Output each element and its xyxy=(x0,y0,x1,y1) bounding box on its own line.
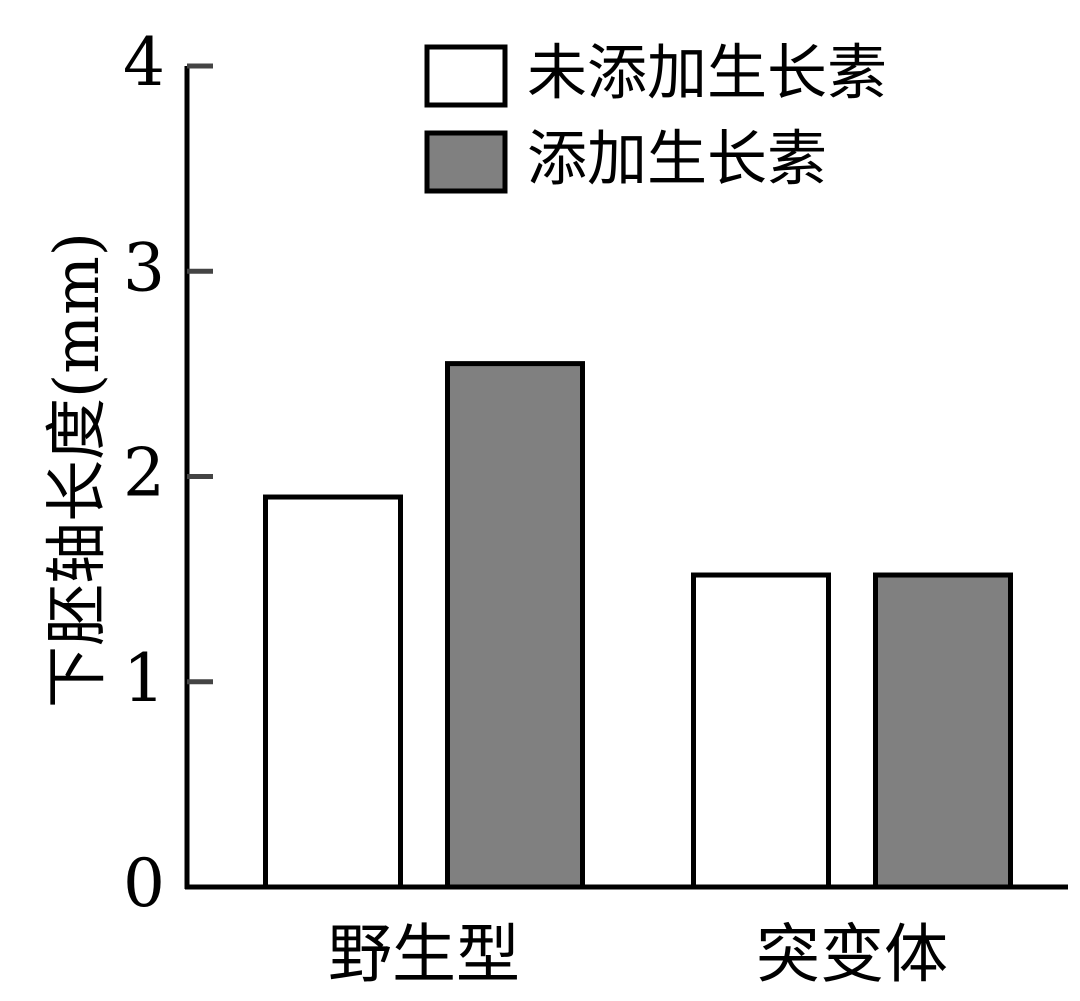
y-axis-label: 下胚轴长度(mm) xyxy=(40,232,113,708)
y-tick-label-3: 3 xyxy=(123,229,165,306)
y-tick-label-0: 0 xyxy=(123,845,165,922)
legend-label-1: 未添加生长素 xyxy=(527,39,887,109)
bar-2-1 xyxy=(691,572,831,890)
plot-area: 0 1 2 3 4 野生型 突变体 xyxy=(123,24,1068,993)
y-tick-label-2: 2 xyxy=(123,435,165,512)
legend-label-2: 添加生长素 xyxy=(527,125,827,195)
legend-swatch-1 xyxy=(424,44,508,108)
bar-2-2 xyxy=(873,572,1013,890)
bar-1-2 xyxy=(445,361,585,890)
legend-swatch-2 xyxy=(424,130,508,194)
x-category-label-1: 野生型 xyxy=(328,919,520,993)
y-tick-label-1: 1 xyxy=(123,640,165,717)
y-tick-label-4: 4 xyxy=(123,24,165,101)
bar-1-1 xyxy=(263,494,403,890)
x-category-label-2: 突变体 xyxy=(756,919,948,993)
